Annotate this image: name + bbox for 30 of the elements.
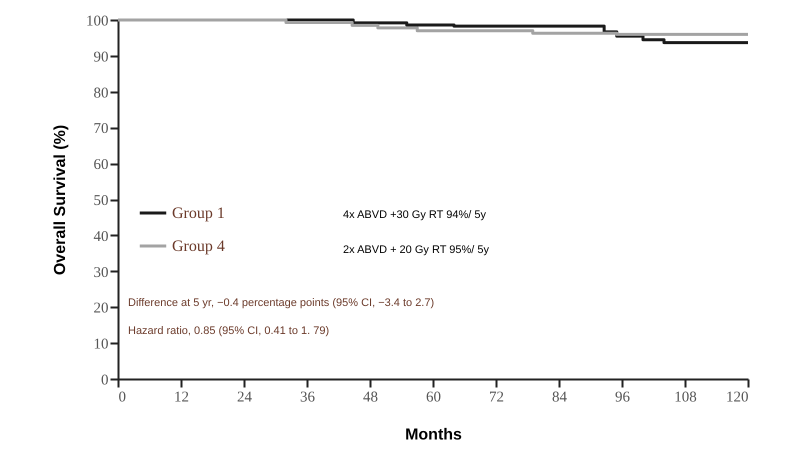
annotation: Difference at 5 yr, −0.4 percentage points (95% CI, −3.4 to 2.7) <box>128 297 434 309</box>
y-tick-label: 80 <box>94 85 108 102</box>
x-tick-label: 108 <box>674 390 697 406</box>
y-axis-title: Overall Survival (%) <box>52 124 69 276</box>
y-tick-label: 20 <box>94 300 108 317</box>
annotation: Hazard ratio, 0.85 (95% CI, 0.41 to 1. 79) <box>128 325 330 337</box>
y-tick-label: 30 <box>94 264 108 281</box>
legend-label: Group 1 <box>172 205 225 222</box>
x-axis-title: Months <box>405 426 462 444</box>
x-tick-label: 36 <box>300 390 316 406</box>
y-tick-label: 70 <box>94 121 108 138</box>
annotation: 4x ABVD +30 Gy RT 94%/ 5y <box>343 209 486 221</box>
x-tick-label: 96 <box>615 390 630 406</box>
x-tick-label: 0 <box>118 390 126 406</box>
y-tick-label: 50 <box>94 193 108 209</box>
y-tick-label: 0 <box>101 372 108 388</box>
x-tick-label: 48 <box>363 390 378 406</box>
y-tick-label: 10 <box>94 336 108 353</box>
x-tick-label: 72 <box>489 390 504 406</box>
x-tick-label: 120 <box>726 390 748 406</box>
y-tick-label: 60 <box>94 157 108 174</box>
annotation: 2x ABVD + 20 Gy RT 95%/ 5y <box>343 244 490 256</box>
y-tick-label: 90 <box>94 49 108 66</box>
y-tick-label: 40 <box>94 228 108 245</box>
x-tick-label: 60 <box>426 390 441 406</box>
x-tick-label: 84 <box>552 390 568 406</box>
y-tick-label: 100 <box>86 14 108 30</box>
x-tick-label: 24 <box>237 390 252 406</box>
legend-label: Group 4 <box>172 238 225 255</box>
x-tick-label: 12 <box>174 390 189 406</box>
